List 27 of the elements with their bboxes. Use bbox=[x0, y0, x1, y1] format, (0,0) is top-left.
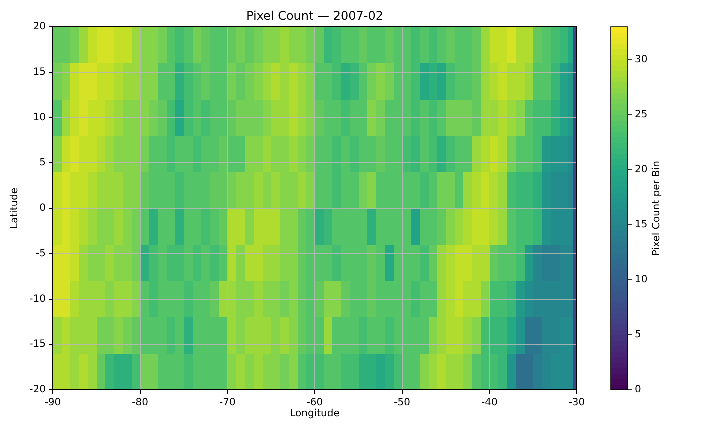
y-tick-label: 5 bbox=[40, 158, 46, 169]
x-tick-label: -30 bbox=[568, 398, 586, 409]
x-tick-label: -60 bbox=[306, 398, 324, 409]
y-tick-label: 10 bbox=[33, 112, 46, 124]
color-bar-title: Pixel Count per Bin bbox=[652, 161, 663, 256]
y-tick-label: -15 bbox=[30, 339, 46, 350]
color-bar-label: 10 bbox=[635, 274, 648, 286]
y-tick-label: 0 bbox=[40, 203, 46, 214]
x-axis-title: Longitude bbox=[290, 408, 340, 420]
color-bar-label: 5 bbox=[635, 330, 642, 341]
color-bar-label: 30 bbox=[635, 54, 648, 66]
y-tick-label: 15 bbox=[33, 66, 46, 78]
chart-title: Pixel Count — 2007-02 bbox=[246, 9, 384, 24]
x-tick-label: -50 bbox=[394, 398, 411, 409]
x-tick-label: -40 bbox=[481, 398, 498, 409]
color-bar-label: 25 bbox=[635, 110, 648, 121]
x-tick-label: -80 bbox=[132, 398, 149, 409]
y-tick-label: 20 bbox=[33, 22, 46, 33]
color-bar-label: 20 bbox=[635, 164, 648, 176]
y-tick-label: -20 bbox=[30, 384, 46, 396]
color-bar-label: 0 bbox=[635, 384, 642, 396]
x-tick-label: -70 bbox=[219, 398, 236, 409]
y-axis-title: Latitude bbox=[10, 188, 21, 230]
color-bar-label: 15 bbox=[635, 220, 648, 231]
y-tick-label: -10 bbox=[30, 294, 46, 305]
x-tick-label: -90 bbox=[44, 398, 62, 409]
y-tick-label: -5 bbox=[36, 248, 46, 260]
